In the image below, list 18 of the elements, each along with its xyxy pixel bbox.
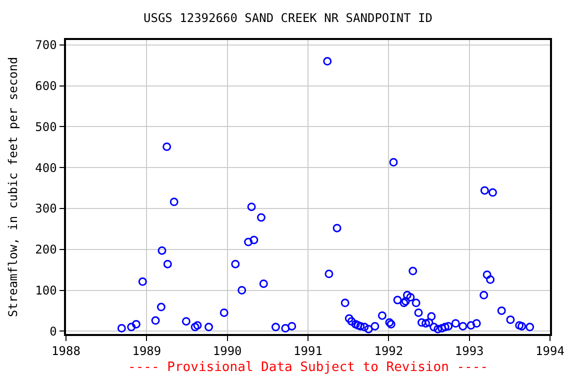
y-tick-label: 100	[35, 283, 57, 298]
text: ---- Provisional Data Subject to Revision ----	[128, 360, 488, 375]
x-tick-label: 1991	[294, 344, 322, 358]
y-tick-label: 400	[35, 160, 57, 175]
y-tick-label: 300	[35, 202, 57, 216]
y-tick-label: 600	[35, 79, 57, 93]
y-tick-label: 700	[35, 38, 57, 52]
x-tick-label: 1988	[52, 344, 80, 358]
x-tick-label: 1989	[132, 344, 162, 358]
y-tick-label: 500	[35, 120, 57, 134]
x-tick-label: 1990	[212, 344, 242, 358]
y-tick-label: 0	[50, 324, 57, 338]
chart-title: USGS 12392660 SAND CREEK NR SANDPOINT ID	[144, 10, 432, 25]
y-tick-label: 200	[35, 242, 57, 257]
y-axis-title: Streamflow, in cubic feet per second	[6, 56, 20, 318]
x-tick-label: 1992	[374, 344, 404, 358]
x-tick-label: 1993	[454, 344, 484, 358]
x-tick-label: 1994	[536, 344, 564, 358]
